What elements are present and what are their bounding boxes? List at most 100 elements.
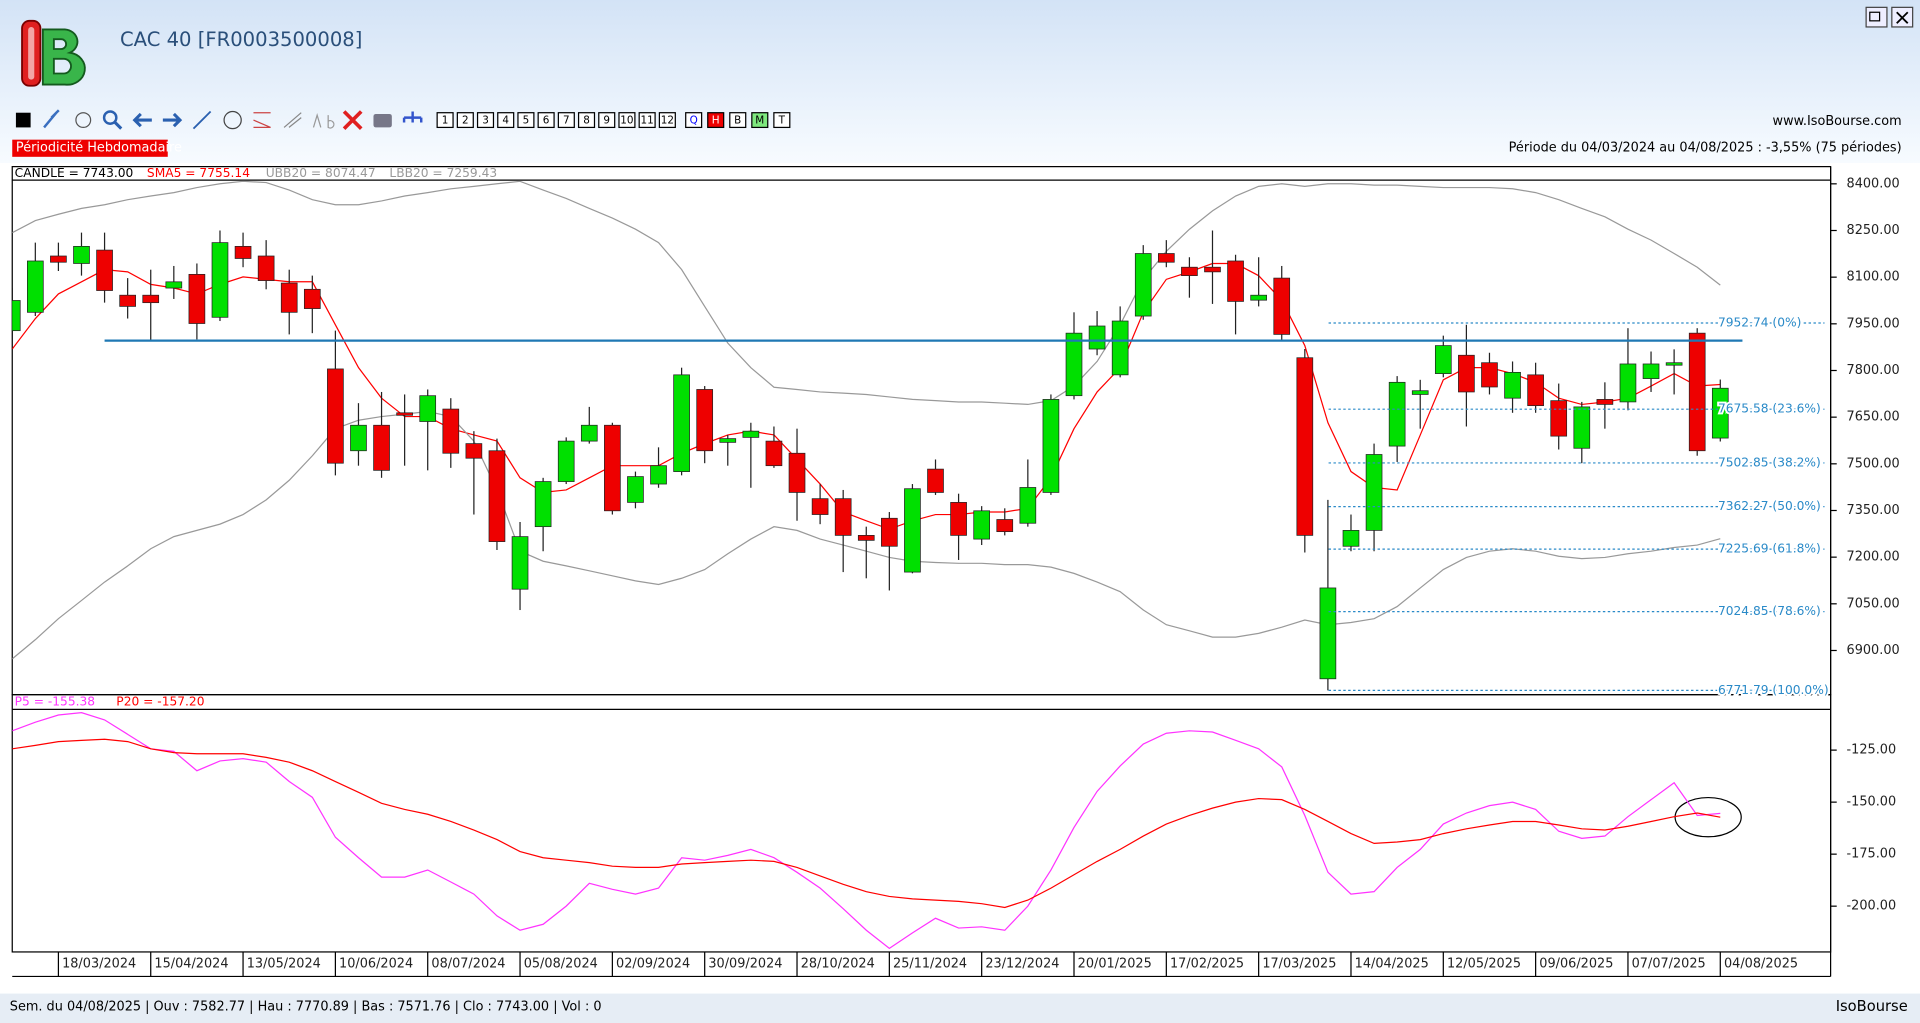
close-icon (1896, 11, 1909, 24)
candle-body (973, 510, 991, 540)
period-button[interactable] (456, 112, 474, 129)
x-tick-label: 13/05/2024 (247, 957, 321, 972)
candle-body (142, 294, 160, 304)
period-button-label: 1 (442, 115, 449, 127)
candle-body (488, 450, 506, 542)
x-tick-label: 20/01/2025 (1078, 957, 1152, 972)
x-tick-label: 23/12/2024 (985, 957, 1059, 972)
candle-body (27, 260, 44, 313)
period-button[interactable] (729, 112, 747, 129)
period-button[interactable] (618, 112, 636, 129)
y-tick-label: -150.00 (1847, 795, 1897, 810)
y-tick-label: 6900.00 (1847, 643, 1900, 658)
candle-body (1458, 354, 1475, 393)
period-button[interactable] (476, 112, 495, 129)
window-buttons[interactable] (1865, 6, 1914, 28)
period-button-label: 3 (482, 115, 489, 127)
candle-body (1134, 253, 1152, 317)
period-button[interactable] (577, 112, 596, 129)
period-button-label: 2 (462, 115, 469, 127)
x-tick-label: 09/06/2025 (1539, 957, 1613, 972)
circle-tool[interactable] (223, 110, 242, 130)
fib-label: 7362.27 (50.0%) (1718, 499, 1821, 513)
instrument-title: CAC 40 [FR0003500008] (120, 28, 362, 51)
periodicity-badge (12, 139, 168, 157)
candle-body (650, 465, 667, 485)
candle-body (396, 412, 413, 416)
period-button[interactable] (537, 112, 555, 129)
fibo-tool[interactable] (253, 112, 271, 129)
candle-body (1550, 400, 1568, 437)
color-tool[interactable] (15, 112, 31, 128)
text-tool[interactable] (312, 113, 335, 129)
candle-body (73, 245, 90, 264)
candle-body (1688, 332, 1706, 452)
period-button-label: H (712, 115, 720, 127)
candle-body (1434, 345, 1452, 374)
delete-tool[interactable] (342, 110, 363, 130)
period-button-label: 9 (603, 115, 610, 127)
candle-body (350, 424, 367, 452)
period-button[interactable] (598, 112, 616, 129)
candle-body (327, 368, 344, 464)
legend-entry: P20 = -157.20 (116, 695, 204, 709)
period-button[interactable] (517, 112, 535, 129)
period-button[interactable] (638, 112, 656, 129)
candle-body (557, 440, 575, 482)
forward-tool[interactable] (162, 112, 183, 128)
candle-body (580, 424, 598, 442)
candle-body (1573, 406, 1591, 449)
x-tick-label: 25/11/2024 (893, 957, 967, 972)
back-tool[interactable] (132, 112, 152, 128)
pen-tool[interactable] (43, 109, 60, 129)
x-tick-label: 08/07/2024 (431, 957, 505, 972)
period-button-label: B (734, 115, 741, 127)
channel-tool[interactable] (283, 112, 302, 128)
candle-body (1019, 487, 1037, 524)
x-tick-label: 07/07/2025 (1632, 957, 1706, 972)
period-button[interactable] (658, 112, 676, 129)
period-button[interactable] (436, 112, 454, 129)
crosshair-tool[interactable] (75, 112, 92, 129)
candle-body (1181, 266, 1198, 276)
candle-body (696, 389, 714, 452)
period-button-label: 4 (502, 115, 509, 127)
x-tick-label: 30/09/2024 (708, 957, 782, 972)
period-button[interactable] (707, 112, 725, 129)
period-button[interactable] (751, 112, 769, 129)
x-tick-label: 10/06/2024 (339, 957, 413, 972)
period-button-label: 12 (661, 115, 674, 127)
zoom-tool[interactable] (102, 110, 118, 125)
period-button[interactable] (685, 112, 703, 129)
legend-entry: UBB20 = 8074.47 (266, 166, 376, 180)
candle-body (627, 476, 644, 503)
candle-body (1665, 362, 1683, 366)
line-p20 (12, 738, 1721, 909)
line-tool[interactable] (192, 110, 212, 130)
period-buttons: 1 2 3 4 5 6 7 8 9 10 11 12 Q H B M T (436, 112, 791, 129)
camera-tool[interactable] (373, 113, 392, 128)
period-button[interactable] (773, 112, 791, 129)
candle-body (280, 282, 298, 313)
y-tick-label: 7200.00 (1847, 550, 1900, 565)
candle-body (96, 249, 113, 291)
fib-label: 7502.85 (38.2%) (1718, 455, 1821, 469)
candle-body (1619, 363, 1637, 403)
x-tick-label: 12/05/2025 (1447, 957, 1521, 972)
x-tick-label: 17/02/2025 (1170, 957, 1244, 972)
period-button[interactable] (557, 112, 575, 129)
tree-tool[interactable] (402, 111, 423, 123)
fib-label: 7675.58 (23.6%) (1718, 402, 1821, 416)
legend-entry: P5 = -155.38 (15, 695, 95, 709)
candle-body (1365, 454, 1383, 531)
candle-body (1319, 587, 1337, 680)
candle-body (1504, 371, 1521, 399)
candle-body (419, 395, 437, 422)
y-tick-label: -125.00 (1847, 743, 1897, 758)
y-tick-label: 7050.00 (1847, 596, 1900, 611)
fib-label: 6771.79 (100.0%) (1718, 683, 1829, 697)
period-button[interactable] (497, 112, 515, 129)
candle-body (165, 281, 183, 289)
candle-body (765, 440, 783, 467)
